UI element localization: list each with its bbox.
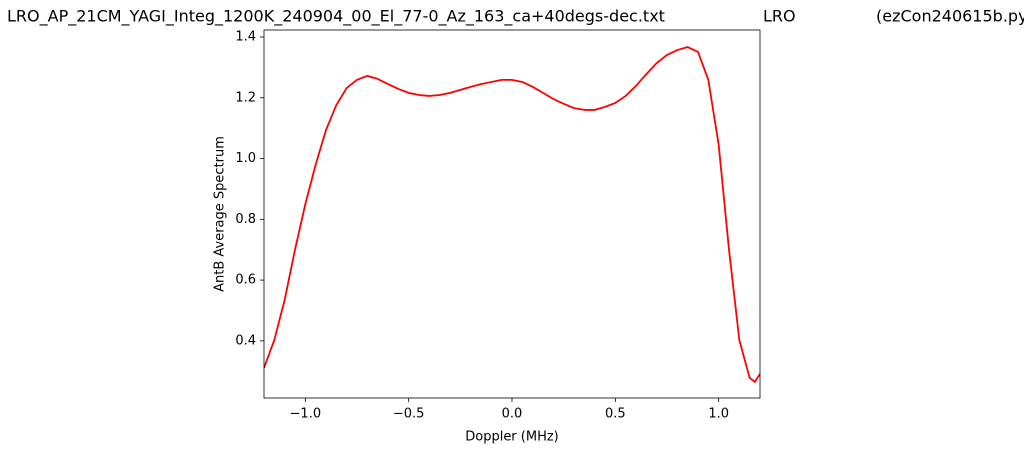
x-tick-label: 0.0	[502, 407, 523, 422]
chart-title: (ezCon240615b.py)	[876, 7, 1024, 26]
y-tick-label: 0.8	[235, 212, 256, 227]
y-tick-label: 1.0	[235, 151, 256, 166]
x-tick-label: −0.5	[393, 407, 425, 422]
x-axis-label: Doppler (MHz)	[465, 430, 559, 445]
chart-title: LRO	[763, 7, 796, 26]
y-tick-label: 0.4	[235, 333, 256, 348]
chart-title: LRO_AP_21CM_YAGI_Integ_1200K_240904_00_E…	[7, 7, 665, 27]
y-tick-label: 1.2	[235, 90, 256, 105]
y-tick-label: 1.4	[235, 29, 256, 44]
x-tick-label: 1.0	[708, 407, 729, 422]
y-axis-label: AntB Average Spectrum	[213, 136, 228, 292]
x-tick-label: −1.0	[290, 407, 322, 422]
y-tick-label: 0.6	[235, 273, 256, 288]
plot-frame	[263, 29, 761, 399]
data-line	[264, 46, 760, 383]
x-tick-label: 0.5	[605, 407, 626, 422]
